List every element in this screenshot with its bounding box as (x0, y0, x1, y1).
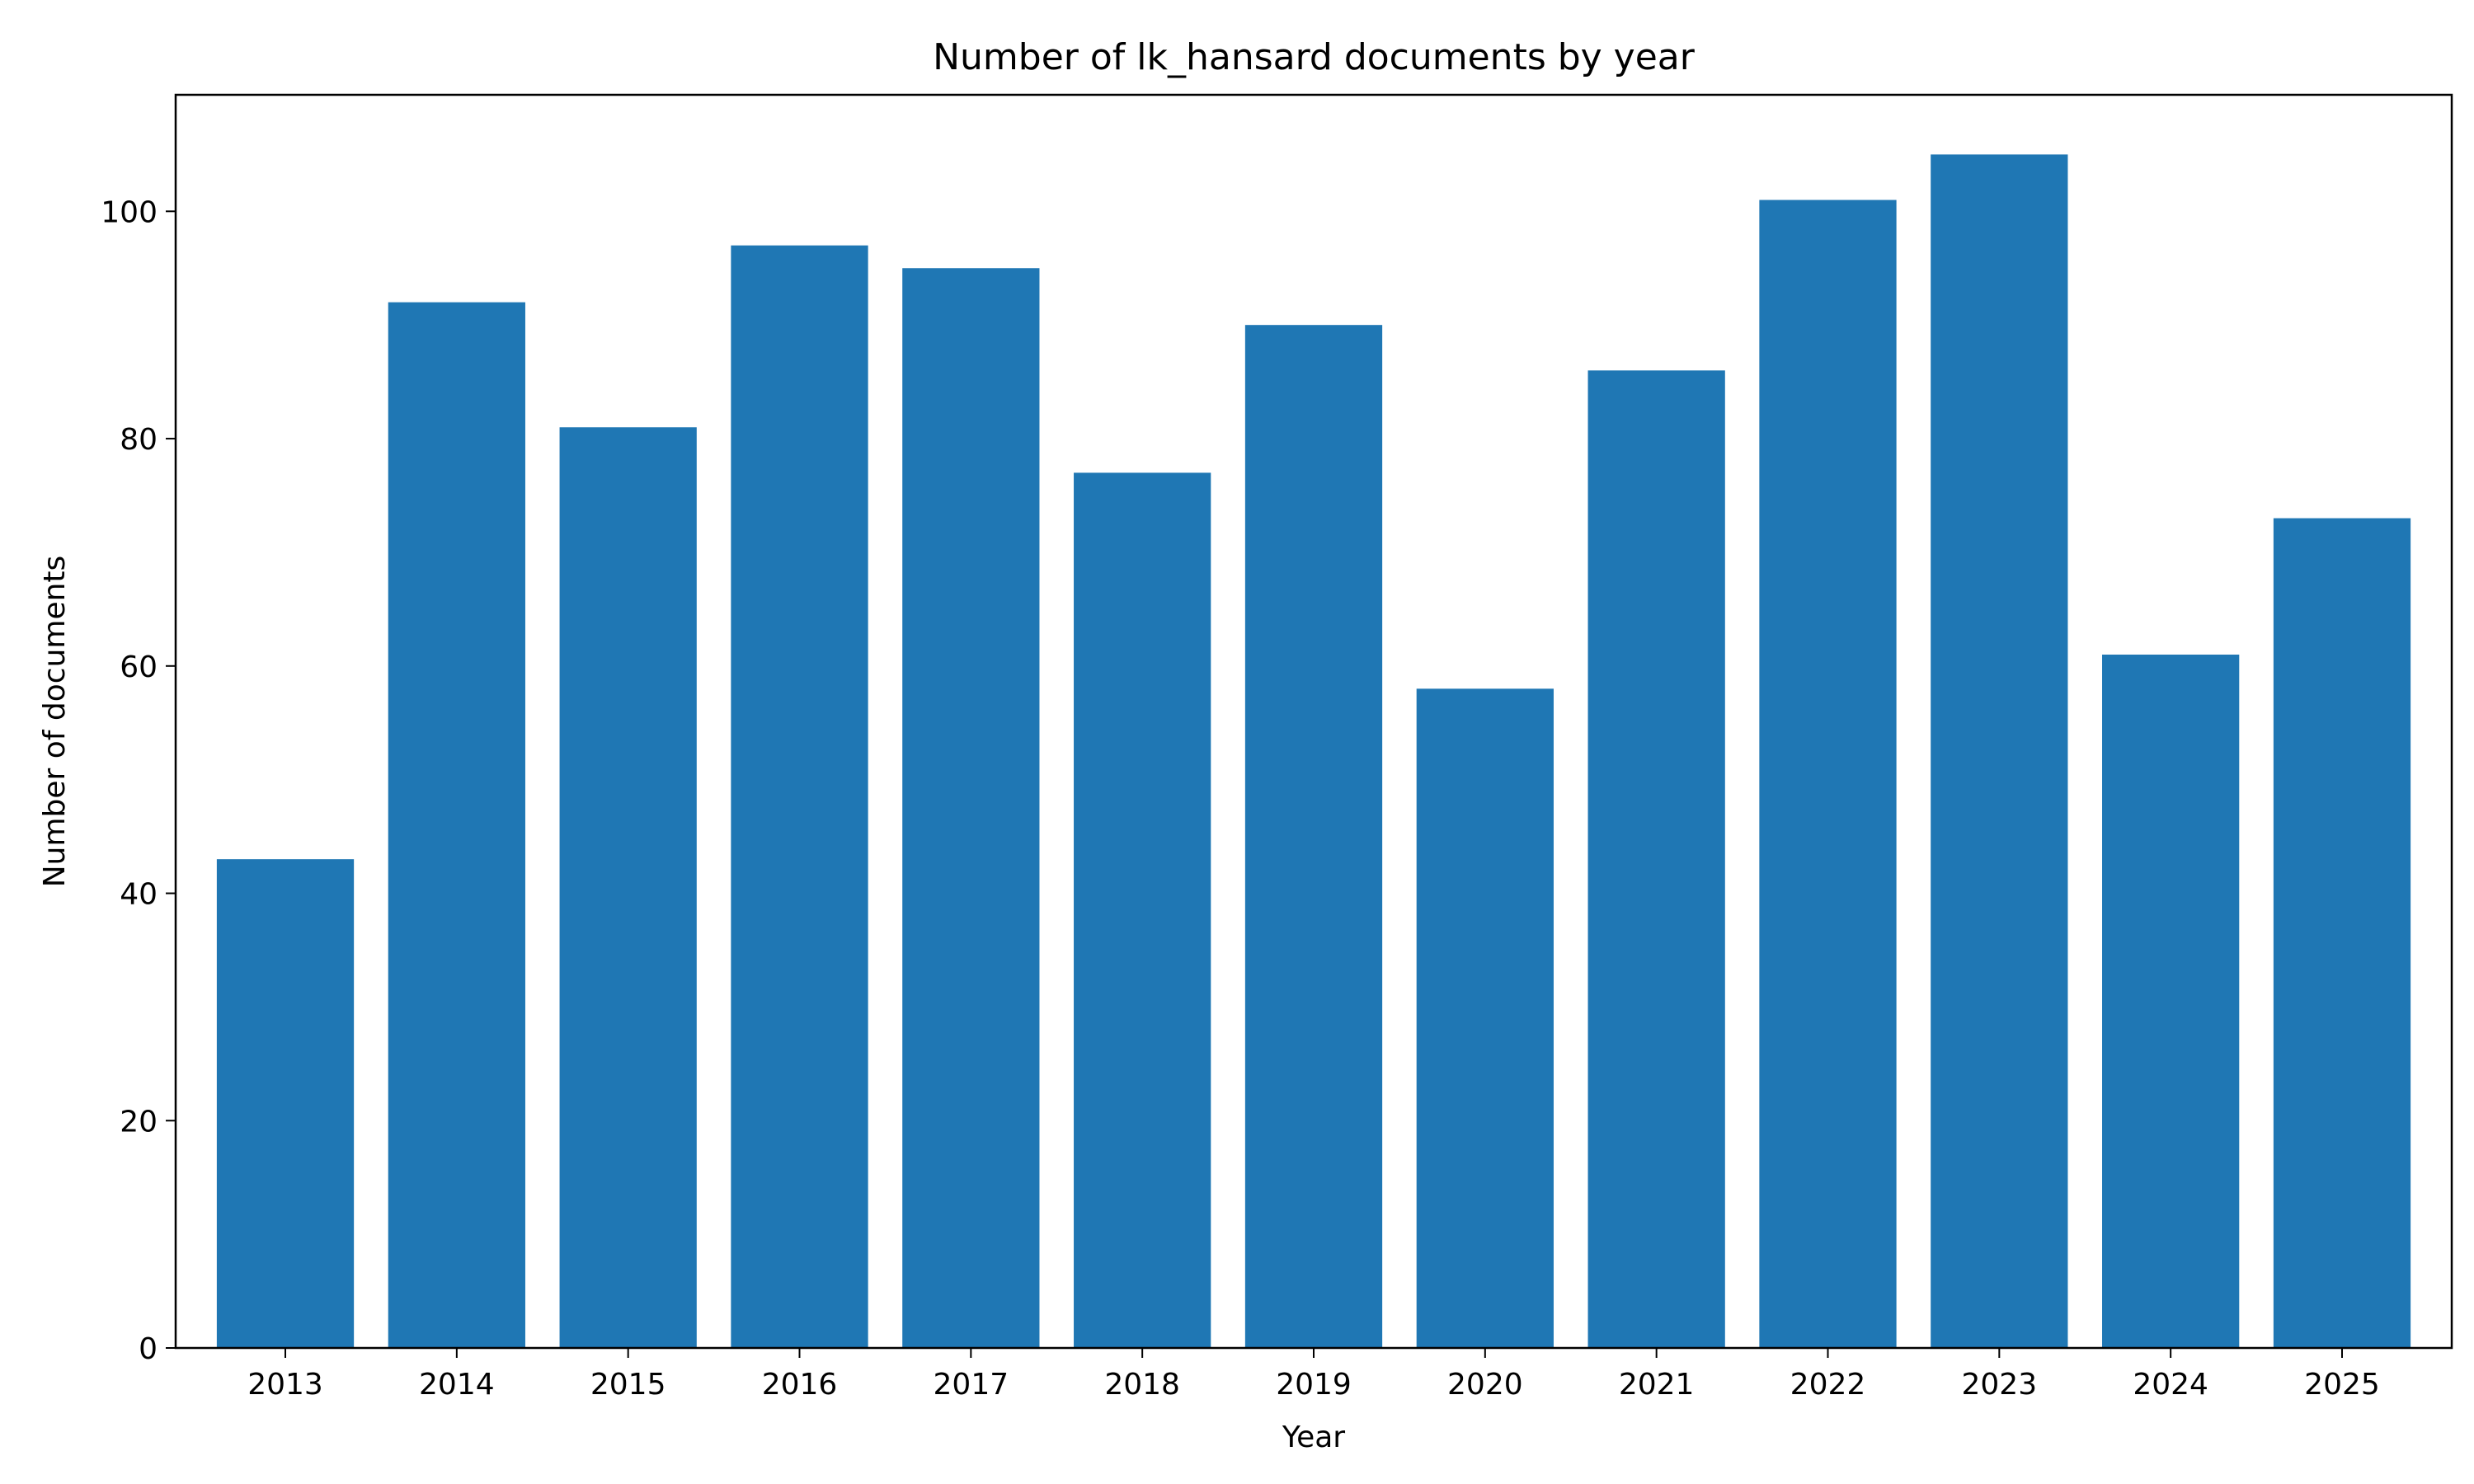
y-tick-label: 60 (120, 650, 158, 684)
bar-2018 (1074, 472, 1211, 1348)
y-axis-ticks: 0 20 40 60 80 100 (101, 195, 176, 1366)
bar-2014 (388, 302, 525, 1348)
y-tick-label: 100 (101, 195, 158, 229)
bar-2023 (1931, 154, 2068, 1348)
bar-2013 (216, 859, 355, 1348)
y-tick-label: 40 (120, 878, 158, 912)
x-tick-label: 2016 (762, 1368, 838, 1402)
y-tick-label: 20 (120, 1105, 158, 1139)
x-tick-label: 2024 (2133, 1368, 2208, 1402)
bar-2017 (902, 268, 1040, 1349)
bar-2015 (559, 427, 697, 1348)
plot-frame (174, 93, 2453, 1350)
bar-2025 (2273, 518, 2411, 1348)
bar-2019 (1244, 325, 1383, 1348)
x-tick-label: 2018 (1104, 1368, 1180, 1402)
bar-2020 (1416, 688, 1554, 1348)
x-tick-label: 2019 (1276, 1368, 1352, 1402)
x-tick-label: 2017 (934, 1368, 1009, 1402)
x-tick-label: 2015 (590, 1368, 666, 1402)
x-tick-label: 2014 (419, 1368, 495, 1402)
chart-title: Number of lk_hansard documents by year (933, 36, 1696, 78)
bar-2016 (731, 245, 868, 1348)
x-tick-label: 2013 (247, 1368, 323, 1402)
bar-2022 (1759, 200, 1897, 1349)
y-axis-label: Number of documents (38, 556, 72, 888)
x-tick-label: 2021 (1619, 1368, 1695, 1402)
y-tick-label: 80 (120, 423, 158, 457)
bar-2021 (1587, 370, 1725, 1348)
x-axis-label: Year (1282, 1421, 1345, 1454)
y-tick-label: 0 (139, 1332, 158, 1366)
x-axis-ticks: 2013 2014 2015 2016 2017 2018 2019 2020 2021 2022… (247, 1348, 2380, 1402)
bar-2024 (2102, 655, 2240, 1348)
bars-layer (216, 154, 2411, 1349)
x-tick-label: 2020 (1447, 1368, 1523, 1402)
x-tick-label: 2023 (1962, 1368, 2038, 1402)
x-tick-label: 2025 (2304, 1368, 2380, 1402)
x-tick-label: 2022 (1790, 1368, 1866, 1402)
